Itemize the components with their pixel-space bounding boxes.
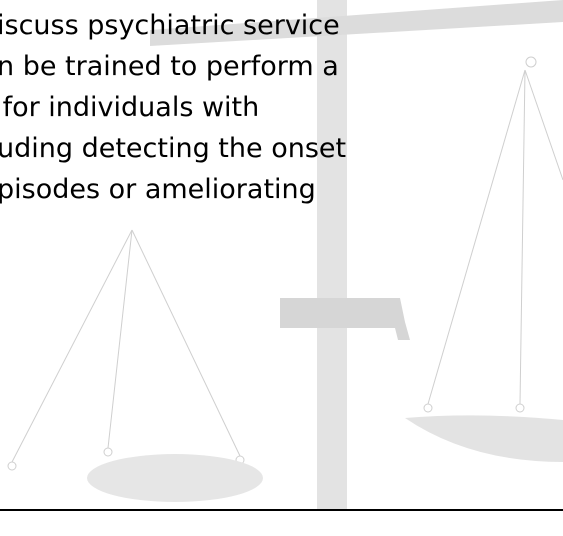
text-line: n be trained to perform a: [0, 51, 339, 83]
slide: {"body": {"lines": ["iscuss psychiatric …: [0, 0, 563, 536]
text-line: iscuss psychiatric service: [0, 10, 340, 42]
text-line: pisodes or ameliorating: [0, 174, 316, 206]
body-text: iscuss psychiatric service n be trained …: [0, 0, 563, 536]
text-line: uding detecting the onset: [0, 133, 346, 165]
text-line: for individuals with: [0, 92, 259, 124]
